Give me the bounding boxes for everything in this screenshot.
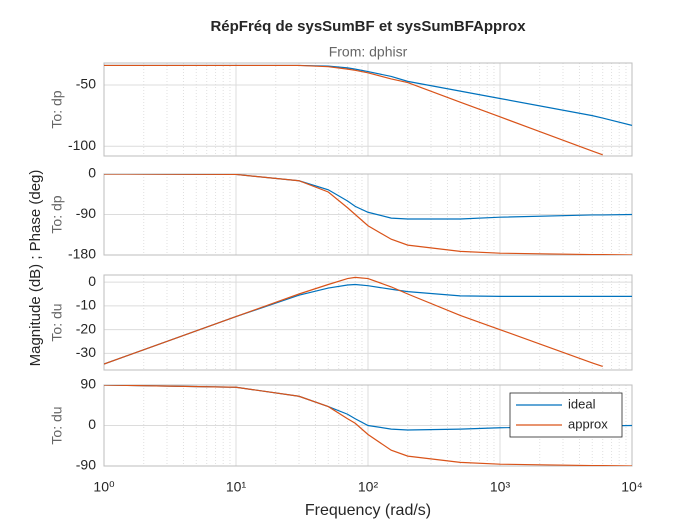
series-line <box>104 64 603 156</box>
y-tick-label: 0 <box>88 416 96 432</box>
series-line <box>104 283 632 365</box>
y-tick-label: 0 <box>88 165 96 181</box>
y-tick-label: -100 <box>68 137 96 153</box>
y-tick-label: -90 <box>76 457 96 473</box>
legend-box <box>509 392 623 438</box>
y-label: Magnitude (dB) ; Phase (deg) <box>27 170 44 367</box>
x-tick-label: 10¹ <box>226 479 247 495</box>
axes-box <box>103 62 633 157</box>
y-tick-label: -30 <box>76 344 96 360</box>
y-tick-label: -10 <box>76 297 96 313</box>
series-line <box>104 385 632 466</box>
y-tick-label: -180 <box>68 246 96 262</box>
y-tick-label: -20 <box>76 320 96 336</box>
axes-box <box>103 274 633 371</box>
x-tick-label: 10² <box>358 479 379 495</box>
panel-y-label: To: dp <box>49 90 65 128</box>
title: RépFréq de sysSumBF et sysSumBFApprox <box>210 18 526 35</box>
x-tick-label: 10⁴ <box>621 479 643 495</box>
panel-y-label: To: dp <box>49 195 65 233</box>
y-tick-label: -90 <box>76 205 96 221</box>
x-label: Frequency (rad/s) <box>305 502 431 519</box>
y-tick-label: -50 <box>76 76 96 92</box>
panel-y-label: To: du <box>49 303 65 341</box>
series-line <box>104 276 603 368</box>
y-tick-label: 90 <box>80 376 96 392</box>
x-tick-label: 10⁰ <box>93 479 115 495</box>
legend-label: ideal <box>568 396 596 411</box>
series-line <box>104 174 632 255</box>
y-tick-label: 0 <box>88 273 96 289</box>
panel-y-label: To: du <box>49 406 65 444</box>
legend-label: approx <box>568 416 608 431</box>
x-tick-label: 10³ <box>490 479 511 495</box>
subtitle: From: dphisr <box>329 44 408 60</box>
